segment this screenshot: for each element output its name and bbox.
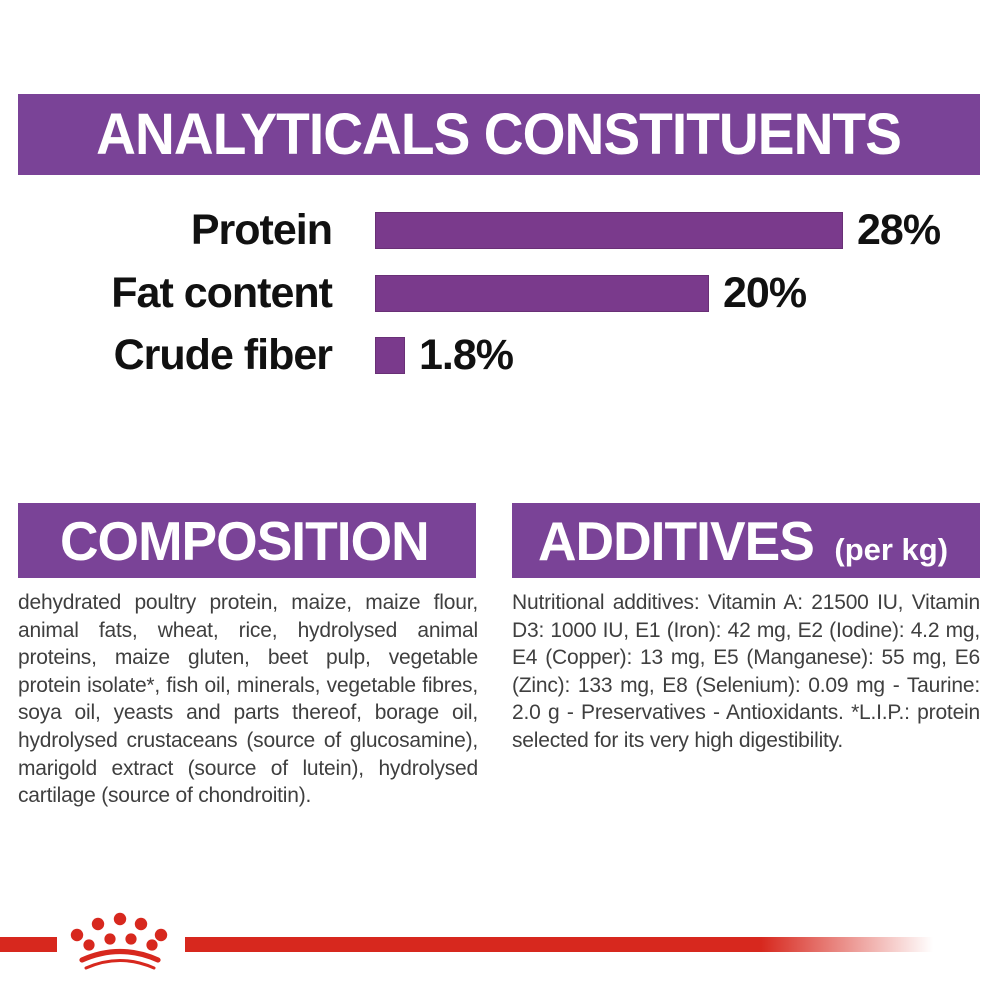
bar-row: Fat content 20% [0,266,1000,320]
bar-label: Crude fiber [113,330,333,379]
bar-value: 20% [723,268,807,317]
additives-title-wrap: ADDITIVES (per kg) [538,509,948,573]
crown-arc-upper [79,949,161,963]
bar-fill [375,274,709,312]
additives-text: Nutritional additives: Vitamin A: 21500 … [512,591,980,752]
additives-per-kg: (per kg) [834,531,949,567]
composition-title: COMPOSITION [60,509,430,572]
composition-banner: COMPOSITION [18,503,476,578]
bar-fill [375,211,843,249]
crown-inner-dots [83,933,158,951]
analyticals-header-banner: ANALYTICALS CONSTITUENTS [18,94,980,175]
royal-canin-crown-icon [70,912,168,970]
bar-row: Protein 28% [0,203,1000,257]
red-line-left [0,937,57,952]
bar-value: 28% [857,205,941,254]
crown-outer-dots [70,912,168,942]
bar-row: Crude fiber 1.8% [0,328,1000,382]
analyticals-title: ANALYTICALS CONSTITUENTS [96,102,903,167]
composition-text: dehydrated poultry protein, maize, maize… [18,591,478,808]
additives-title: ADDITIVES [538,509,815,572]
crown-arc-lower [84,959,156,970]
bar-label: Protein [190,205,333,254]
bar-value: 1.8% [419,330,514,379]
additives-banner: ADDITIVES (per kg) [512,503,980,578]
bar-fill [375,336,405,374]
bar-label: Fat content [111,268,333,317]
red-line-right [185,937,933,952]
